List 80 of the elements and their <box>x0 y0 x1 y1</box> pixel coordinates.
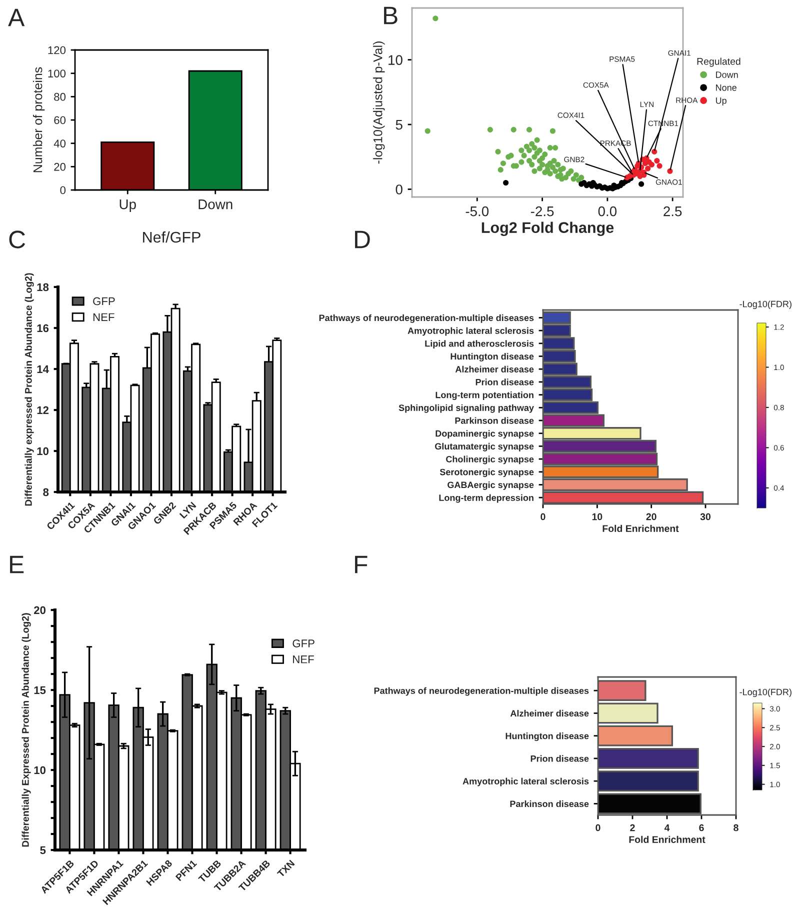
y-tick-label: 100 <box>48 70 66 78</box>
y-tick-label: 5 <box>40 846 46 854</box>
color-bar-title: -Log10(FDR) <box>740 300 792 309</box>
x-tick-label: 0 <box>596 824 600 832</box>
y-axis-title: Number of proteins <box>33 67 45 172</box>
y-axis-title: Differentially expressed Protein Abundance (Log2) <box>24 273 34 506</box>
x-tick-label: Up <box>120 200 136 212</box>
x-axis-title: Log2 Fold Change <box>482 222 614 236</box>
x-tick-label: TXN <box>276 860 295 878</box>
x-tick-label: -5.0 <box>466 206 489 216</box>
legend-label: Up <box>716 97 726 106</box>
y-tick-label: Serotonergic synapse <box>440 468 534 478</box>
y-tick-label: Lipid and atherosclerosis <box>425 340 534 349</box>
chart-title: E <box>10 556 24 574</box>
y-tick-label: 60 <box>54 116 66 124</box>
x-tick-label: 8 <box>734 824 738 832</box>
y-tick-label: Alzheimer disease <box>510 710 589 717</box>
y-tick-label: 80 <box>54 92 66 101</box>
y-tick-label: 16 <box>37 324 49 332</box>
y-tick-label: 14 <box>37 365 49 374</box>
y-tick-label: 12 <box>37 406 49 414</box>
x-axis-title: Nef/GFP <box>143 231 200 243</box>
chart-title: A <box>8 8 25 26</box>
x-tick-label: -2.5 <box>530 206 554 216</box>
y-tick-label: 10 <box>388 55 402 65</box>
y-tick-label: Glutamatergic synapse <box>435 442 534 452</box>
chart-title: B <box>384 6 398 24</box>
y-axis-title: -log10(Adjusted p-Val) <box>373 42 385 164</box>
y-tick-label: Long-term potentiation <box>436 392 534 400</box>
x-tick-label: 0 <box>540 513 546 520</box>
y-tick-label: 20 <box>54 162 66 171</box>
y-tick-label: 10 <box>37 447 49 456</box>
x-tick-label: 2.5 <box>664 206 682 216</box>
y-tick-label: 15 <box>34 686 46 694</box>
legend-label: NEF <box>93 313 114 321</box>
x-tick-label: 2 <box>630 824 635 832</box>
y-tick-label: 0 <box>60 186 66 194</box>
y-tick-label: Cholinergic synapse <box>446 456 534 464</box>
y-tick-label: Parkinson disease <box>455 417 534 424</box>
y-tick-label: Sphingolipid signaling pathway <box>398 404 534 413</box>
y-tick-label: Pathways of neurodegeneration-multiple diseases <box>374 687 589 696</box>
y-axis-title: Differentially Expressed Protein Abundance (Log2) <box>22 613 31 847</box>
y-tick-label: 5 <box>396 120 402 130</box>
legend-label: NEF <box>293 656 314 664</box>
y-tick-label: Prion disease <box>530 755 589 762</box>
y-tick-label: Parkinson disease <box>510 800 589 808</box>
y-tick-label: Huntington disease <box>450 352 534 362</box>
y-tick-label: 20 <box>34 606 46 614</box>
x-tick-label: 0.0 <box>598 206 617 216</box>
legend-title: Regulated <box>697 58 740 67</box>
y-tick-label: 40 <box>54 140 66 148</box>
y-tick-label: 120 <box>48 46 66 54</box>
y-tick-label: Huntington disease <box>506 732 589 742</box>
x-tick-label: 4 <box>664 824 670 832</box>
y-tick-label: GABAergic synapse <box>448 481 534 490</box>
y-tick-label: Long-term depression <box>439 494 534 503</box>
chart-title: D <box>355 230 370 248</box>
legend-label: None <box>716 84 736 91</box>
y-tick-label: 8 <box>43 488 49 496</box>
y-tick-label: Alzheimer disease <box>455 366 534 372</box>
y-tick-label: 10 <box>34 766 46 774</box>
x-axis-title: Fold Enrichment <box>629 836 706 844</box>
y-tick-label: Pathways of neurodegeneration-multiple diseases <box>319 314 534 323</box>
y-tick-label: Amyotrophic lateral sclerosis <box>408 327 534 336</box>
x-tick-label: 10 <box>592 513 602 520</box>
chart-title: C <box>9 230 26 248</box>
x-tick-label: 30 <box>700 513 711 520</box>
y-tick-label: Prion disease <box>476 378 534 386</box>
y-tick-label: 18 <box>37 283 49 292</box>
legend-label: GFP <box>292 639 314 648</box>
y-tick-label: Amyotrophic lateral sclerosis <box>462 778 589 786</box>
x-tick-label: 20 <box>646 513 656 520</box>
legend-label: Down <box>716 72 738 78</box>
text: F <box>355 556 368 574</box>
color-bar-title: -Log10(FDR) <box>740 688 792 697</box>
y-tick-label: Dopaminergic synapse <box>436 430 534 439</box>
x-axis-title: Fold Enrichment <box>602 524 679 532</box>
y-tick-label: 0 <box>396 184 402 194</box>
x-tick-label: 6 <box>699 824 704 832</box>
legend-label: GFP <box>93 297 115 306</box>
